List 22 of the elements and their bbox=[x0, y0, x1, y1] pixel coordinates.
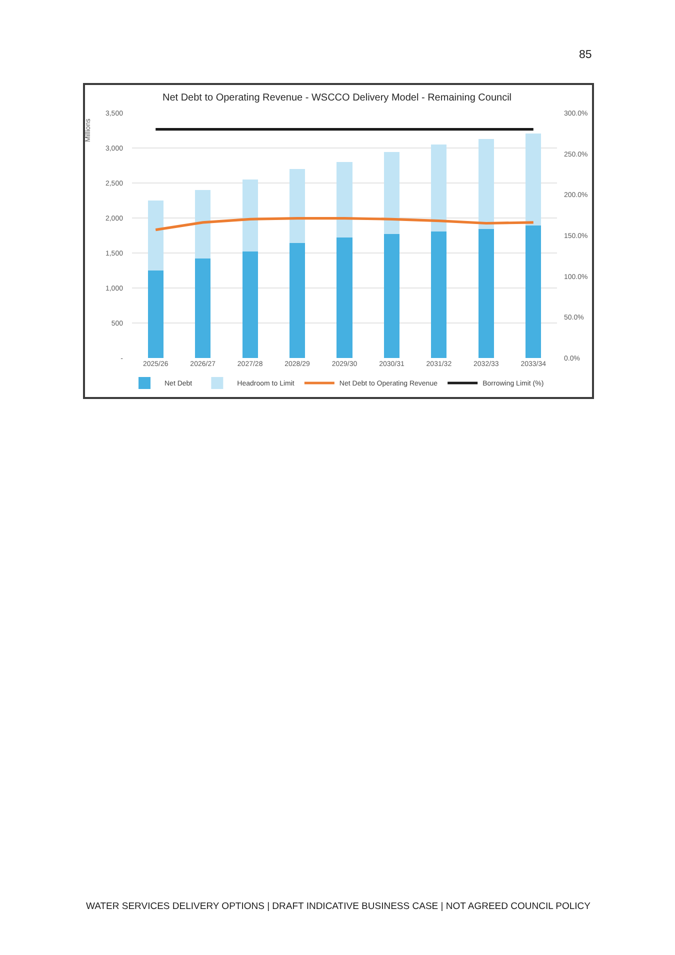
bar bbox=[526, 133, 542, 226]
bar bbox=[526, 226, 542, 358]
bar bbox=[336, 162, 352, 238]
bar bbox=[478, 229, 494, 358]
text: 85 bbox=[579, 49, 592, 61]
bar bbox=[384, 234, 400, 358]
bar bbox=[148, 270, 164, 358]
chart-title: Net Debt to Operating Revenue - WSCCO Delivery Model - Remaining Council bbox=[162, 92, 512, 104]
line-series bbox=[154, 217, 535, 232]
bar bbox=[195, 258, 211, 358]
bar bbox=[431, 144, 447, 232]
bar bbox=[242, 252, 258, 358]
bar bbox=[289, 243, 306, 358]
bar bbox=[336, 238, 352, 358]
bar bbox=[289, 169, 306, 244]
text: WATER SERVICES DELIVERY OPTIONS | DRAFT INDICATIVE BUSINESS CASE | NOT AGREED COUNCIL POLICY bbox=[86, 901, 592, 912]
bar bbox=[384, 152, 400, 234]
bar bbox=[478, 138, 494, 230]
bar bbox=[242, 180, 258, 252]
bar bbox=[431, 231, 447, 358]
bar bbox=[148, 200, 164, 270]
bar bbox=[195, 190, 211, 259]
